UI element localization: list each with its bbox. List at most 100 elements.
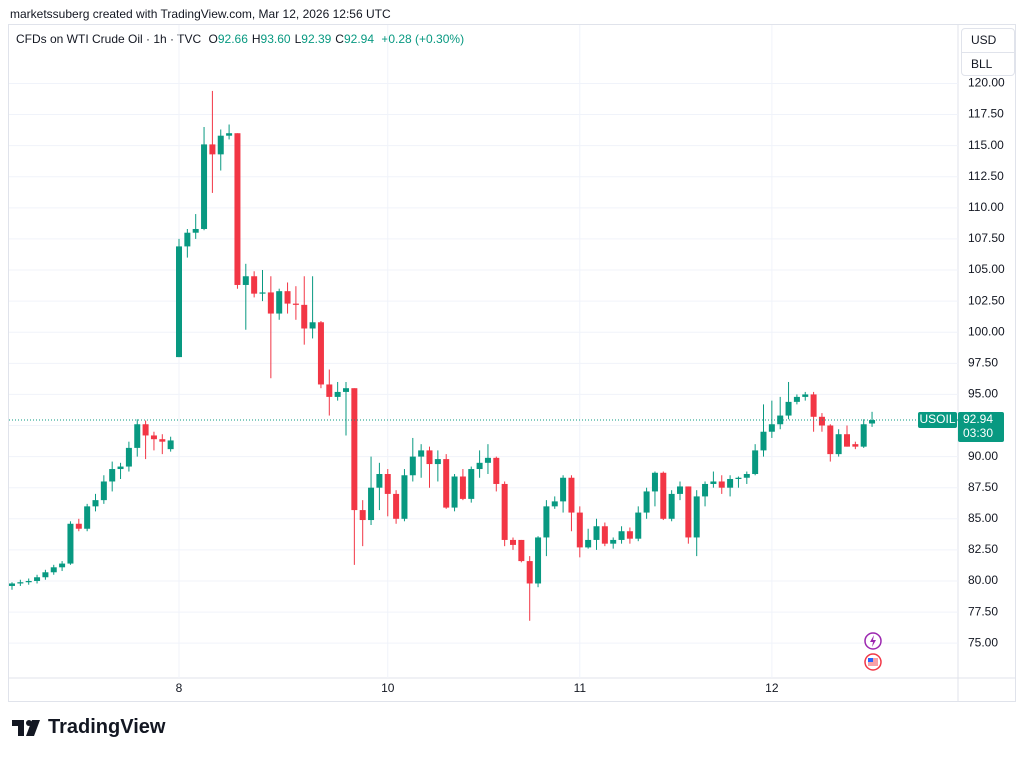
candle-body (710, 481, 717, 484)
candle-body (418, 450, 425, 457)
candle-body (852, 444, 859, 447)
candle-body (760, 431, 767, 451)
candle-body (535, 537, 542, 584)
candle-body (334, 391, 341, 397)
candle-body (100, 481, 107, 501)
candle-body (668, 493, 675, 519)
y-tick-label: 117.50 (968, 107, 1004, 121)
candle-body (409, 456, 416, 476)
candle-body (359, 510, 366, 521)
candle-body (192, 228, 199, 233)
event-icon-glyph (868, 658, 873, 662)
y-tick-label: 75.00 (968, 635, 998, 649)
candle-body (142, 424, 149, 436)
ticker-label: USOIL (919, 412, 955, 426)
currency[interactable]: USD (971, 33, 997, 47)
candle-body (125, 447, 132, 467)
candle-body (827, 425, 834, 455)
candle-body (251, 276, 258, 294)
x-tick-label: 11 (574, 681, 587, 695)
pane-border (8, 24, 1016, 702)
candle-body (59, 563, 66, 568)
candle-body (317, 322, 324, 385)
y-tick-label: 87.50 (968, 480, 998, 494)
candle-body (326, 384, 333, 397)
candle-body (343, 388, 349, 392)
logo[interactable]: TradingView (12, 716, 165, 739)
candle-body (818, 416, 825, 426)
candle-body (134, 424, 141, 448)
y-tick-label: 115.00 (968, 138, 1004, 152)
x-tick-label: 8 (176, 681, 183, 695)
y-tick-label: 105.00 (968, 262, 1005, 276)
candle-body (351, 388, 358, 511)
candle-body (835, 434, 842, 455)
candle-body (209, 144, 216, 155)
candle-body (50, 567, 57, 573)
candle-body (226, 133, 233, 136)
candle-body (42, 572, 49, 578)
candle-body (109, 469, 116, 482)
y-tick-label: 107.50 (968, 231, 1005, 245)
candle-body (184, 232, 191, 247)
candle-body (201, 144, 208, 229)
candle-body (67, 523, 74, 564)
candle-body (685, 486, 692, 538)
candle-body (84, 506, 91, 529)
candle-body (526, 561, 533, 584)
candle-body (810, 394, 817, 417)
countdown-label: 03:30 (963, 426, 993, 440)
candle-body (618, 531, 625, 540)
candle-body (727, 478, 734, 488)
y-tick-label: 100.00 (968, 324, 1005, 338)
candle-body (560, 477, 567, 502)
event-icons[interactable] (864, 632, 882, 671)
ohlc: O92.66 H93.60 L92.39 C92.94 (209, 32, 379, 46)
candle-body (735, 477, 742, 479)
candle-body (793, 396, 800, 402)
candle-body (284, 291, 291, 304)
logo-mark (12, 719, 40, 736)
candle-body (451, 476, 458, 508)
candle-body (785, 401, 792, 416)
candle-body (610, 539, 617, 544)
credit: marketssuberg created with TradingView.c… (10, 7, 391, 21)
candle-body (234, 133, 241, 285)
candle-body (501, 483, 508, 540)
candle-body (476, 462, 483, 470)
chart: 75.0077.5080.0082.5085.0087.5090.0092.50… (8, 24, 1016, 702)
candle-body (217, 135, 224, 155)
candle-body (468, 469, 475, 499)
candle-body (860, 424, 867, 447)
y-tick-label: 77.50 (968, 604, 998, 618)
legend-value: 92.66 (217, 32, 248, 46)
candle-body (17, 582, 24, 584)
y-tick-label: 102.50 (968, 293, 1005, 307)
candle-body (543, 506, 550, 538)
candle-body (443, 459, 450, 508)
unit[interactable]: BLL (962, 52, 1014, 76)
y-tick-label: 112.50 (968, 169, 1004, 183)
candle-body (75, 523, 82, 529)
candle-body (869, 420, 876, 424)
y-tick-label: 110.00 (968, 200, 1004, 214)
candle-body (601, 526, 608, 544)
candle-body (459, 476, 466, 499)
currency-box[interactable]: USD BLL (961, 28, 1015, 76)
y-tick-label: 82.50 (968, 542, 998, 556)
y-tick-label: 85.00 (968, 511, 998, 525)
candle-body (276, 291, 283, 314)
candle-body (393, 493, 400, 519)
candle-body (267, 292, 274, 314)
candle-body (660, 472, 667, 519)
candle-body (9, 583, 15, 586)
x-tick-label: 10 (381, 681, 395, 695)
candle-body (844, 434, 850, 447)
candle-body (301, 304, 308, 329)
candle-body (626, 531, 633, 539)
ticker-tag (918, 412, 957, 429)
candle-body (426, 450, 433, 465)
candle-body (802, 394, 809, 397)
candle-body (309, 322, 316, 329)
